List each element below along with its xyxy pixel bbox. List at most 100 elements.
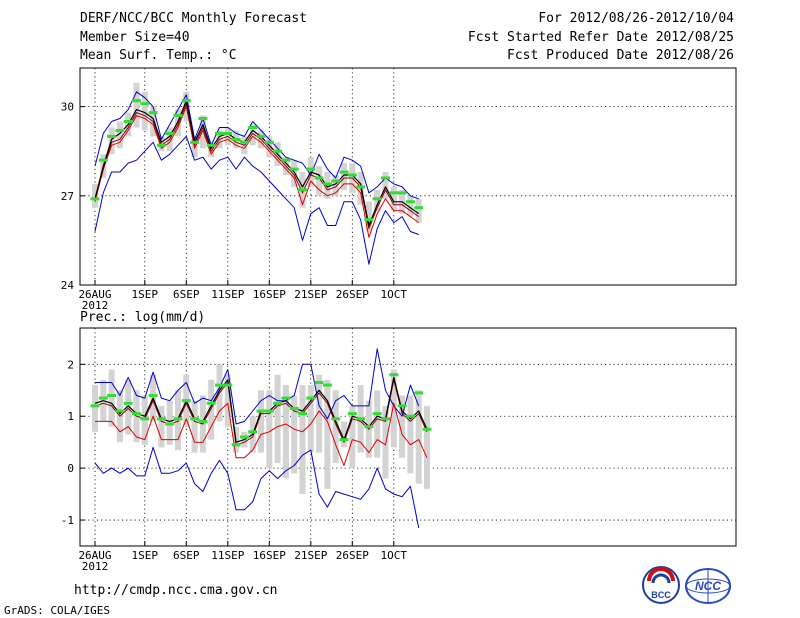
precipitation-median-marker: [90, 404, 100, 408]
temperature-spread-box: [141, 91, 148, 131]
precipitation-spread-box: [224, 374, 231, 427]
precipitation-spread-box: [92, 385, 98, 432]
precipitation-xtick-label: 26SEP: [336, 549, 369, 562]
temperature-median-marker: [364, 218, 374, 222]
precipitation-xtick-label: 16SEP: [253, 549, 286, 562]
temperature-lower-envelope-line: [94, 135, 419, 265]
precipitation-median-marker: [381, 417, 390, 421]
temperature-median-marker: [331, 179, 341, 183]
temperature-spread-box: [266, 136, 273, 158]
precipitation-median-marker: [289, 406, 299, 410]
bcc-logo: BCC: [641, 565, 681, 605]
precipitation-spread-box: [307, 385, 314, 453]
temperature-median-marker: [156, 143, 166, 147]
precipitation-median-marker: [281, 396, 291, 400]
temperature-xtick-label: 26SEP: [336, 288, 369, 301]
temperature-median-marker: [206, 143, 216, 147]
temperature-median-marker: [256, 134, 266, 138]
precipitation-median-marker: [239, 435, 249, 439]
precipitation-upper-envelope-line: [95, 348, 420, 425]
precipitation-median-marker: [173, 417, 183, 421]
forecast-started-date: Fcst Started Refer Date 2012/08/25: [467, 30, 734, 45]
precipitation-xtick-year-label: 2012: [82, 560, 109, 573]
temperature-spread-box: [116, 121, 123, 149]
temperature-median-marker: [190, 140, 200, 144]
precipitation-median-marker: [156, 417, 166, 421]
precipitation-spread-box: [299, 385, 306, 495]
temperature-spread-box: [390, 186, 397, 211]
variable-label: Mean Surf. Temp.: °C: [80, 48, 237, 63]
precipitation-xtick-label: 11SEP: [211, 549, 244, 562]
temperature-median-marker: [273, 149, 283, 153]
temperature-median-marker: [347, 173, 357, 177]
precipitation-median-marker: [422, 427, 432, 431]
precipitation-spread-box: [291, 395, 298, 474]
temperature-median-marker: [98, 158, 108, 162]
temperature-spread-box: [175, 109, 181, 137]
temperature-spread-box: [92, 183, 98, 208]
temperature-spread-box: [382, 172, 389, 199]
precipitation-median-marker: [223, 383, 233, 387]
temperature-median-marker: [140, 102, 150, 106]
temperature-median-marker: [239, 140, 249, 144]
precipitation-median-marker: [206, 401, 216, 405]
precipitation-spread-box: [332, 390, 339, 463]
precipitation-spread-box: [258, 390, 264, 453]
precipitation-spread-box: [125, 379, 132, 435]
precipitation-median-marker: [339, 438, 349, 442]
precipitation-median-marker: [264, 409, 274, 413]
temperature-spread-box: [249, 124, 256, 146]
temperature-median-marker: [264, 140, 274, 144]
precipitation-ytick-label: 0: [67, 462, 74, 475]
precip-panel-title: Prec.: log(mm/d): [80, 310, 206, 325]
precipitation-spread-box: [274, 374, 281, 463]
bcc-logo-text: BCC: [651, 590, 671, 600]
member-size: Member Size=40: [80, 30, 190, 45]
precipitation-median-marker: [165, 422, 175, 426]
precipitation-median-marker: [314, 381, 324, 384]
precipitation-median-marker: [256, 409, 266, 413]
temperature-median-marker: [414, 206, 424, 210]
precipitation-median-marker: [231, 443, 241, 447]
precipitation-median-marker: [115, 409, 125, 413]
precipitation-spread-box: [390, 369, 397, 448]
precipitation-spread-box: [191, 400, 198, 453]
precipitation-median-marker: [140, 417, 150, 421]
precipitation-median-marker: [397, 404, 407, 408]
temperature-xtick-label: 1OCT: [381, 288, 408, 301]
precipitation-spread-box: [374, 390, 381, 458]
precipitation-median-marker: [364, 425, 374, 429]
temperature-median-marker: [165, 131, 175, 135]
temperature-upper-envelope-line: [94, 91, 419, 200]
precipitation-median-marker: [298, 412, 307, 416]
temperature-spread-box: [332, 175, 339, 196]
precipitation-median-marker: [372, 412, 382, 416]
temperature-xtick-label: 6SEP: [173, 288, 200, 301]
temperature-median-marker: [181, 99, 191, 103]
grads-credit: GrADS: COLA/IGES: [4, 604, 110, 617]
precipitation-median-marker: [215, 383, 224, 387]
temperature-median-marker: [339, 170, 349, 174]
precipitation-ytick-label: 1: [67, 410, 74, 423]
precipitation-median-marker: [405, 414, 415, 418]
temperature-xtick-label: 1SEP: [132, 288, 159, 301]
temperature-spread-box: [341, 163, 347, 190]
temperature-median-marker: [198, 117, 208, 121]
precipitation-red-line: [95, 402, 428, 466]
precipitation-median-marker: [123, 401, 133, 405]
precipitation-spread-box: [415, 390, 422, 484]
temperature-xtick-label: 16SEP: [253, 288, 286, 301]
temperature-median-marker: [248, 125, 258, 129]
precipitation-ytick-label: -1: [61, 514, 74, 527]
temperature-median-marker: [132, 99, 141, 103]
temperature-ytick-label: 24: [61, 279, 75, 292]
precipitation-median-marker: [98, 396, 108, 400]
temperature-median-marker: [231, 137, 241, 141]
temperature-median-marker: [223, 131, 233, 135]
precipitation-median-marker: [273, 401, 283, 405]
source-url[interactable]: http://cmdp.ncc.cma.gov.cn: [74, 583, 278, 598]
precipitation-median-marker: [107, 393, 117, 397]
temperature-median-marker: [90, 197, 100, 201]
precipitation-xtick-label: 21SEP: [294, 549, 327, 562]
